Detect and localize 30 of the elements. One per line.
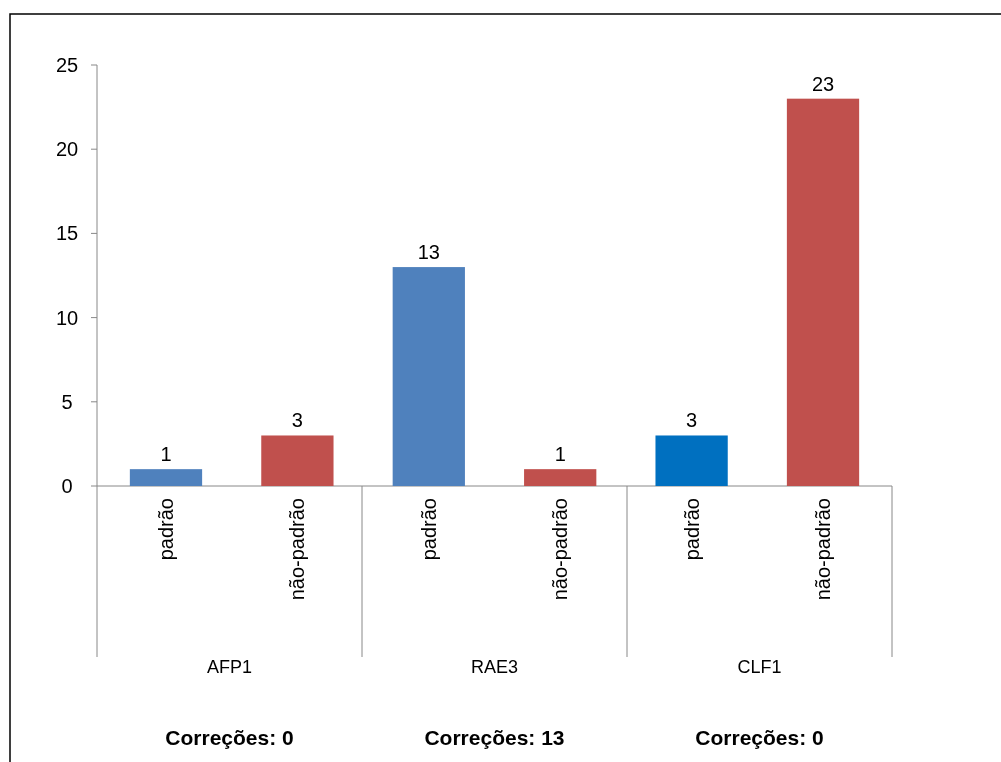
y-tick-label: 20	[55, 138, 79, 161]
y-tick-label: 25	[55, 54, 79, 76]
data-label: 3	[291, 409, 303, 432]
y-tick-label: 0	[61, 475, 73, 497]
text: Correções: 0	[165, 726, 294, 749]
y-tick-label: 15	[55, 222, 79, 245]
x-tick-label: padrão	[154, 498, 177, 561]
y-tick-label: 10	[55, 306, 79, 329]
bar	[786, 98, 860, 486]
data-label: 3	[686, 409, 698, 432]
x-tick-label: padrão	[417, 498, 440, 561]
bar	[129, 469, 203, 486]
data-label: 23	[811, 72, 835, 95]
bar	[261, 435, 334, 486]
x-tick-label: não-padrão	[549, 498, 572, 601]
y-tick-label: 5	[61, 390, 73, 413]
text: Correções: 0	[695, 726, 824, 749]
data-label: 1	[554, 443, 566, 466]
text: RAE3	[470, 657, 519, 677]
text: CLF1	[737, 657, 782, 677]
x-tick-label: não-padrão	[812, 498, 835, 601]
text: Correções: 13	[424, 726, 565, 749]
data-label: 1	[160, 443, 172, 466]
text: AFP1	[206, 657, 253, 677]
bar	[524, 469, 597, 486]
bar	[655, 435, 728, 486]
x-tick-label: não-padrão	[286, 498, 309, 601]
x-tick-label: padrão	[680, 498, 703, 561]
bar	[392, 267, 465, 486]
data-label: 13	[417, 241, 440, 264]
